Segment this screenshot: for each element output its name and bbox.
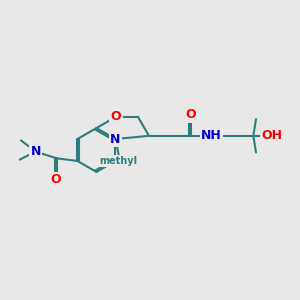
Text: O: O: [185, 108, 196, 122]
Text: OH: OH: [262, 129, 283, 142]
Text: O: O: [50, 173, 61, 186]
Text: methyl: methyl: [100, 156, 138, 166]
Text: NH: NH: [201, 129, 222, 142]
Text: N: N: [110, 133, 121, 146]
Text: N: N: [31, 145, 41, 158]
Text: O: O: [111, 110, 121, 123]
